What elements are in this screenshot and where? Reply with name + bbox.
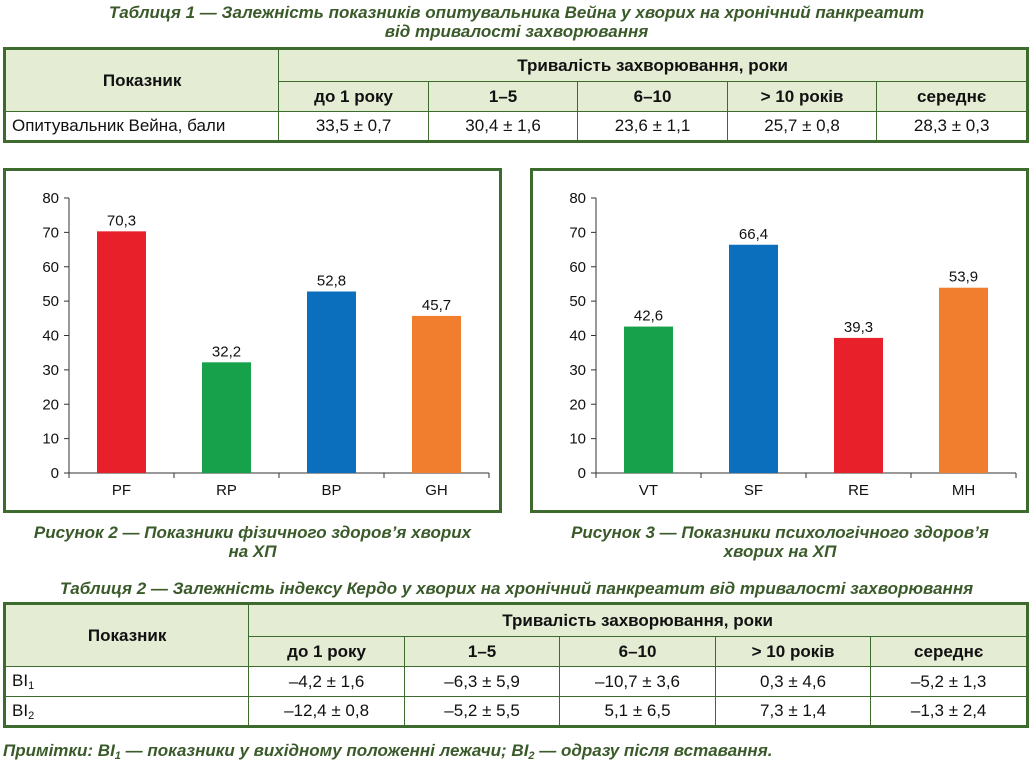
table2-cell: –4,2 ± 1,6 [248, 666, 405, 697]
table1-caption-line2: від тривалості захворювання [384, 22, 649, 41]
table2: Показник Тривалість захворювання, роки д… [3, 602, 1029, 728]
table2-subheader: 6–10 [559, 636, 716, 667]
data-label: 52,8 [317, 273, 346, 290]
table1-cell: 30,4 ± 1,6 [427, 111, 579, 142]
figure3-caption: Рисунок 3 — Показники психологічного здо… [527, 523, 1033, 561]
table1-subheader: 6–10 [577, 81, 728, 112]
table2-cell: –5,2 ± 5,5 [403, 696, 561, 727]
y-tick-label: 30 [42, 362, 59, 379]
table1-subheader: до 1 року [278, 81, 429, 112]
table1-cell: 28,3 ± 0,3 [876, 111, 1028, 142]
table2-subheader: середнє [870, 636, 1028, 667]
figure2-caption-line2: на ХП [228, 542, 277, 561]
figure2-caption: Рисунок 2 — Показники фізичного здоров’я… [0, 523, 505, 561]
y-tick-label: 20 [42, 396, 59, 413]
data-label: 66,4 [739, 226, 768, 243]
table-row: BI2 –12,4 ± 0,8 –5,2 ± 5,5 5,1 ± 6,5 7,3… [3, 696, 1028, 727]
bar-sf [729, 244, 778, 473]
y-tick-label: 30 [569, 362, 586, 379]
data-label: 45,7 [422, 297, 451, 314]
table1-row-label: Опитувальник Вейна, бали [3, 111, 280, 142]
table1-subheader: > 10 років [726, 81, 878, 112]
table1-caption-line1: Таблиця 1 — Залежність показників опитув… [108, 3, 925, 22]
y-tick-label: 0 [578, 465, 586, 482]
x-tick-label: MH [952, 482, 975, 499]
y-tick-label: 80 [42, 190, 59, 207]
x-tick-label: PF [112, 482, 131, 499]
table1-cell: 25,7 ± 0,8 [726, 111, 878, 142]
table2-row-label: BI2 [3, 696, 250, 727]
table1-caption: Таблиця 1 — Залежність показників опитув… [0, 3, 1033, 41]
x-tick-label: GH [425, 482, 448, 499]
bar-pf [97, 231, 146, 473]
x-tick-label: BP [321, 482, 341, 499]
y-tick-label: 60 [42, 259, 59, 276]
y-tick-label: 70 [42, 224, 59, 241]
table2-note: Примітки: BI1 — показники у вихідному по… [3, 741, 773, 762]
x-tick-label: RP [216, 482, 237, 499]
x-tick-label: RE [848, 482, 869, 499]
y-tick-label: 20 [569, 396, 586, 413]
table1-header-indicator: Показник [3, 48, 280, 112]
data-label: 70,3 [107, 212, 136, 229]
table2-cell: –10,7 ± 3,6 [559, 666, 716, 697]
y-tick-label: 10 [42, 431, 59, 448]
bar-vt [624, 326, 673, 473]
table2-cell: 0,3 ± 4,6 [714, 666, 872, 697]
x-tick-label: VT [639, 482, 658, 499]
bar-mh [939, 287, 988, 473]
y-tick-label: 0 [51, 465, 59, 482]
table1-cell: 23,6 ± 1,1 [577, 111, 728, 142]
bar-re [834, 337, 883, 473]
y-tick-label: 10 [569, 431, 586, 448]
table1-cell: 33,5 ± 0,7 [278, 111, 429, 142]
bar-rp [202, 362, 251, 473]
x-tick-label: SF [744, 482, 763, 499]
bar-bp [307, 291, 356, 473]
table2-subheader: до 1 року [248, 636, 405, 667]
table1-subheader: 1–5 [427, 81, 579, 112]
figure3-caption-line1: Рисунок 3 — Показники психологічного здо… [571, 523, 989, 542]
table-row: BI1 –4,2 ± 1,6 –6,3 ± 5,9 –10,7 ± 3,6 0,… [3, 666, 1028, 697]
bar-gh [412, 315, 461, 473]
table2-cell: 5,1 ± 6,5 [559, 696, 716, 727]
table2-subheader: 1–5 [403, 636, 561, 667]
y-tick-label: 50 [569, 293, 586, 310]
table2-header-duration: Тривалість захворювання, роки [248, 603, 1028, 637]
data-label: 53,9 [949, 269, 978, 286]
y-tick-label: 60 [569, 259, 586, 276]
table1-header-duration: Тривалість захворювання, роки [278, 48, 1028, 82]
psychological-health-chart: 0 10 20 30 40 50 60 70 80 42,6 VT 66,4 SF 39,3 RE 53,9 M… [530, 168, 1029, 513]
y-tick-label: 40 [42, 328, 59, 345]
figure3-caption-line2: хворих на ХП [723, 542, 837, 561]
table-row: Опитувальник Вейна, бали 33,5 ± 0,7 30,4… [3, 111, 1028, 142]
y-tick-label: 80 [569, 190, 586, 207]
table2-cell: –1,3 ± 2,4 [870, 696, 1028, 727]
physical-health-chart-svg: 0 10 20 30 40 50 60 70 80 70,3 PF 32,2 RP 52,8 BP 45,7 G… [42, 190, 490, 499]
table2-header-indicator: Показник [3, 603, 250, 667]
table2-cell: 7,3 ± 1,4 [714, 696, 872, 727]
table1: Показник Тривалість захворювання, роки д… [3, 47, 1029, 143]
table2-cell: –5,2 ± 1,3 [870, 666, 1028, 697]
y-tick-label: 40 [569, 328, 586, 345]
physical-health-chart: 0 10 20 30 40 50 60 70 80 70,3 PF 32,2 RP 52,8 BP 45,7 G… [3, 168, 502, 513]
data-label: 39,3 [844, 319, 873, 336]
data-label: 42,6 [634, 308, 663, 325]
table1-subheader: середнє [876, 81, 1028, 112]
figure2-caption-line1: Рисунок 2 — Показники фізичного здоров’я… [33, 523, 472, 542]
y-tick-label: 70 [569, 224, 586, 241]
table2-caption: Таблиця 2 — Залежність індексу Кердо у х… [59, 579, 974, 598]
table2-subheader: > 10 років [714, 636, 872, 667]
data-label: 32,2 [212, 343, 241, 360]
psychological-health-chart-svg: 0 10 20 30 40 50 60 70 80 42,6 VT 66,4 SF 39,3 RE 53,9 M… [569, 190, 1017, 499]
table2-cell: –12,4 ± 0,8 [248, 696, 405, 727]
table2-cell: –6,3 ± 5,9 [403, 666, 561, 697]
table2-row-label: BI1 [3, 666, 250, 697]
y-tick-label: 50 [42, 293, 59, 310]
